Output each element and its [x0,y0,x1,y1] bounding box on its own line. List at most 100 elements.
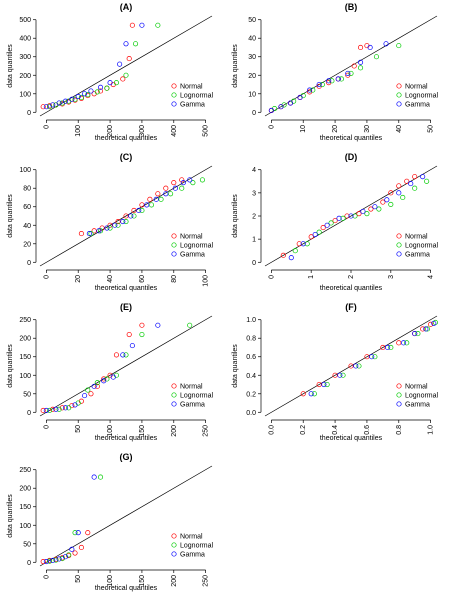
point [351,63,357,69]
point [287,100,294,106]
point [348,70,354,76]
legend-marker [396,92,402,98]
point [428,321,434,327]
point [358,59,364,65]
point [56,556,62,562]
point [85,387,91,393]
legend-label: Lognormal [180,93,214,100]
point [348,213,354,219]
point [78,231,84,237]
legend-marker [171,542,177,548]
point [75,94,81,100]
point [123,72,129,78]
point [310,87,316,93]
y-axis-label: data quantiles [232,44,239,88]
point [179,185,185,191]
legend-marker [396,83,402,89]
point [312,231,318,238]
y-tick-label: 4 [252,167,256,174]
point [278,104,284,110]
x-tick-label: 60 [139,275,146,283]
point [123,41,129,47]
point [69,96,75,102]
reference-line [39,465,213,567]
point [62,98,69,104]
x-tick-label: 4 [428,275,435,279]
point [384,197,390,203]
point [396,190,402,196]
x-tick-label: 0 [268,275,275,279]
point [420,174,426,180]
legend-marker [171,251,177,257]
legend-marker [171,83,177,89]
legend-marker [171,392,177,398]
point [328,220,334,226]
x-tick-label: 50 [428,125,435,133]
point [120,352,126,358]
x-axis-label: theoretical quantiles [95,435,158,442]
point [321,381,327,388]
legend-label: Lognormal [405,393,439,400]
point [117,61,123,67]
legend-label: Lognormal [180,243,214,250]
point [344,213,350,219]
x-tick-label: 300 [139,125,146,137]
x-tick-label: 150 [139,425,146,437]
point [163,191,169,197]
point [353,363,359,369]
legend-label: Lognormal [180,393,214,400]
point [133,41,139,47]
legend-label: Gamma [180,402,205,409]
panel: (C) theoretical quantiles data quantiles 0 2… [7,152,214,292]
x-axis-label: theoretical quantiles [95,135,158,142]
point [78,94,84,101]
point [113,80,119,86]
x-tick-label: 3 [388,275,395,279]
legend-marker [396,251,402,257]
point [62,554,69,560]
point [345,70,351,76]
x-tick-label: 40 [396,125,403,133]
point [94,380,100,386]
point [56,406,62,412]
y-tick-label: 20 [248,73,256,80]
y-tick-label: 60 [23,204,31,211]
point [319,81,325,88]
point [324,381,330,388]
panel: (B) theoretical quantiles data quantiles 0 1… [232,2,439,142]
y-tick-label: 0.0 [246,410,256,417]
point [292,248,298,254]
point [85,92,91,98]
x-axis-label: theoretical quantiles [320,435,383,442]
x-tick-label: 0 [43,575,50,579]
point [47,558,53,564]
y-axis-label: data quantiles [7,494,14,538]
panel: (D) theoretical quantiles data quantiles 0 1… [232,152,439,292]
point [332,218,338,224]
point [336,215,342,221]
point [412,185,418,191]
point [358,65,364,71]
point [40,559,46,565]
point [91,474,97,480]
point [337,372,343,378]
point [53,557,59,563]
x-tick-label: 250 [203,575,210,587]
x-tick-label: 30 [364,125,371,133]
point [168,191,174,197]
point [187,322,193,328]
point [308,234,314,240]
y-tick-label: 150 [19,354,31,361]
x-tick-label: 80 [171,275,178,283]
y-tick-label: 0 [27,410,31,417]
legend-label: Lognormal [405,93,439,100]
point [396,183,402,189]
point [340,215,346,221]
point [139,202,145,208]
y-tick-label: 0 [27,260,31,267]
point [91,228,97,234]
y-tick-label: 30 [248,54,256,61]
y-tick-label: 400 [19,36,31,43]
y-tick-label: 80 [23,186,31,193]
point [324,222,330,228]
